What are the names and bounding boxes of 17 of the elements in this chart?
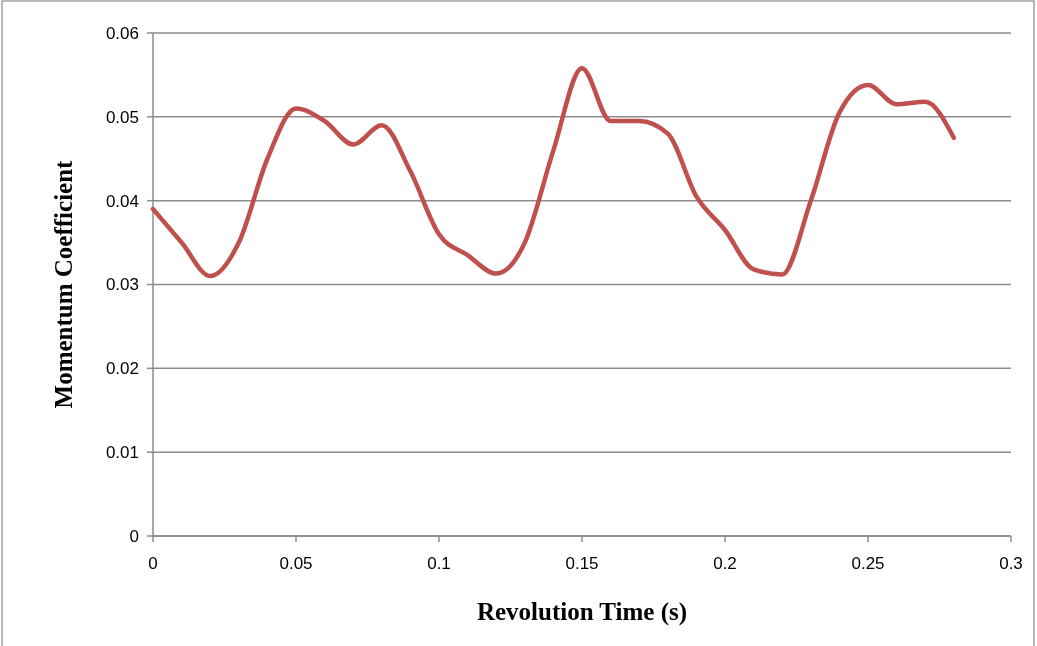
y-tick-label: 0.04 xyxy=(105,191,139,211)
y-tick-label: 0.02 xyxy=(105,359,139,379)
x-axis-title: Revolution Time (s) xyxy=(476,598,688,626)
line-series xyxy=(150,65,957,279)
y-tick-label: 0.03 xyxy=(105,275,139,295)
x-tick-label: 0.25 xyxy=(851,554,885,573)
y-tick-label: 0.01 xyxy=(105,443,139,463)
x-tick-label: 0.2 xyxy=(713,554,737,573)
x-tick-label: 0 xyxy=(148,554,158,573)
x-tick-label: 0.05 xyxy=(279,554,313,573)
x-tick-label: 0.3 xyxy=(999,554,1023,573)
y-axis-title: Momentum Coefficient xyxy=(50,159,77,409)
y-tick-label: 0 xyxy=(129,526,139,546)
y-tick-label: 0.05 xyxy=(105,107,139,127)
x-tick-label: 0.1 xyxy=(427,554,451,573)
x-tick-label: 0.15 xyxy=(565,554,599,573)
y-tick-label: 0.06 xyxy=(105,23,139,43)
